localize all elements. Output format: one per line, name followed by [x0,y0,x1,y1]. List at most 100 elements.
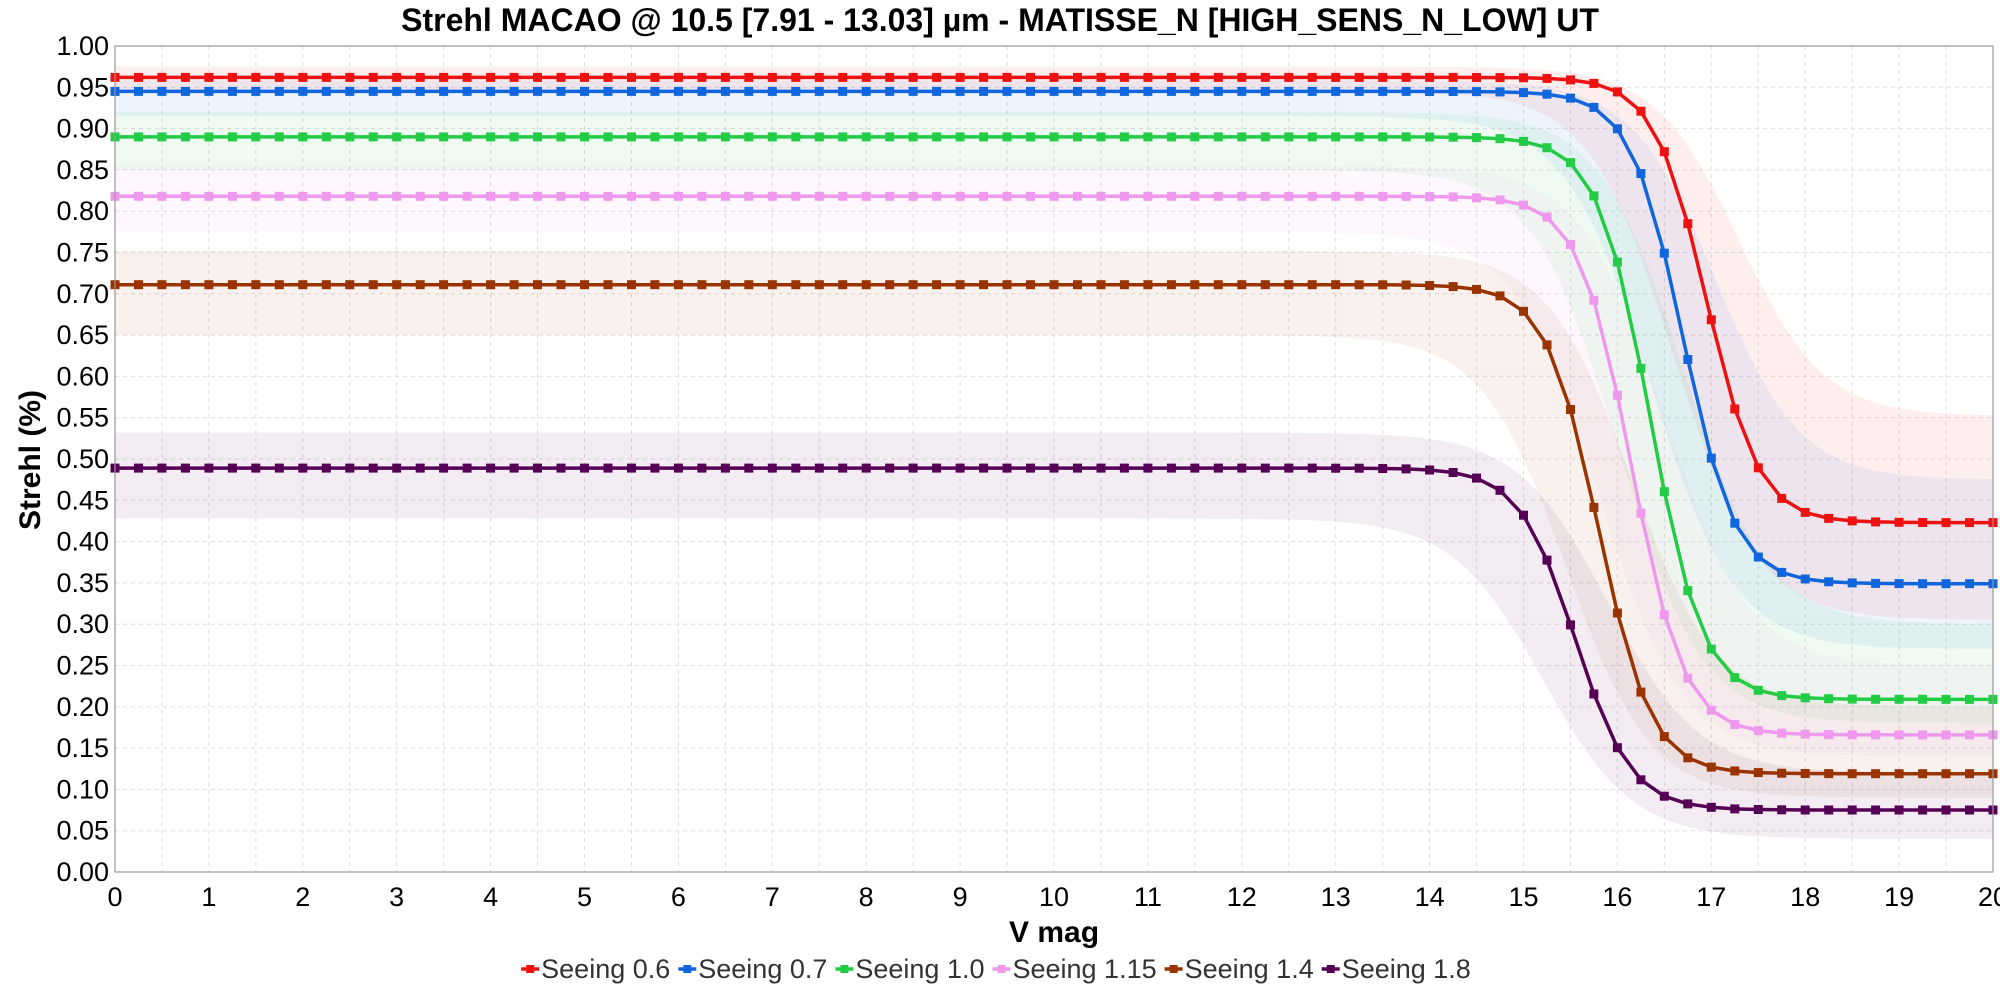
data-point [979,86,989,96]
data-point [767,191,777,201]
legend-item[interactable]: Seeing 1.8 [1321,954,1471,984]
data-point [1847,578,1857,588]
data-point [1354,463,1364,473]
data-point [955,132,965,142]
data-point [345,463,355,473]
data-point [1753,685,1763,695]
y-axis-label: Strehl (%) [14,390,47,530]
series-group [110,280,1998,779]
data-point [1472,473,1481,483]
data-point [1871,730,1881,740]
data-point [1683,586,1693,596]
data-point [439,72,449,82]
data-point [1566,620,1575,630]
data-point [462,191,472,201]
data-point [814,86,824,96]
data-point [251,463,261,473]
data-point [1566,75,1575,85]
data-point [955,463,965,473]
data-point [1448,192,1458,202]
data-point [1777,493,1787,503]
data-point [1495,195,1505,205]
legend[interactable]: Seeing 0.6 Seeing 0.7 Seeing 1.0 Seeing 1.1… [521,954,1471,984]
legend-item[interactable]: Seeing 1.4 [1164,954,1314,984]
data-point [1659,791,1669,801]
data-point [1941,694,1951,704]
data-point [1612,390,1622,400]
data-point [1002,72,1012,82]
data-point [1542,143,1552,153]
data-point [1425,192,1435,202]
uncertainty-band [115,112,1993,724]
x-tick-label: 14 [1415,882,1445,912]
data-point [1706,802,1716,812]
data-point [368,280,378,290]
data-point [1659,147,1669,157]
y-tick-label: 0.65 [56,320,109,350]
data-point [134,280,143,290]
legend-item[interactable]: Seeing 1.15 [992,954,1157,984]
data-point [1472,284,1481,294]
data-point [1166,132,1176,142]
data-point [979,191,989,201]
y-tick-label: 0.50 [56,444,109,474]
data-point [157,132,167,142]
data-point [1542,212,1552,222]
data-point [1589,689,1599,699]
x-tick-label: 13 [1321,882,1351,912]
data-point [134,191,143,201]
data-point [134,463,143,473]
data-point [204,191,214,201]
data-point [1683,355,1693,364]
data-point [1096,86,1106,96]
data-point [1213,132,1223,142]
data-point [650,72,660,82]
data-point [368,86,378,96]
data-point [227,132,237,142]
y-tick-label: 0.80 [56,196,109,226]
data-point [720,72,730,82]
data-point [1119,132,1129,142]
data-point [556,72,566,82]
data-point [1753,552,1763,562]
data-point [1049,280,1059,290]
data-point [1166,280,1176,290]
legend-item[interactable]: Seeing 0.6 [521,954,670,984]
data-point [1260,280,1270,290]
data-point [1730,720,1740,729]
data-point [157,280,167,290]
data-point [1800,805,1810,815]
data-point [1425,132,1435,142]
data-point [1683,673,1693,683]
data-point [1190,132,1200,142]
data-point [392,72,402,82]
data-point [1026,463,1035,473]
data-point [580,280,589,290]
data-point [1026,132,1035,142]
data-point [1026,191,1035,201]
data-point [673,191,683,201]
data-point [861,191,871,201]
data-point [1213,463,1223,473]
data-point [1519,88,1528,98]
y-tick-label: 0.85 [56,155,109,185]
data-point [180,86,190,96]
data-point [556,86,566,96]
data-point [720,280,730,290]
data-point [744,86,754,96]
data-point [1331,72,1341,82]
data-point [1237,280,1247,290]
data-point [1683,219,1693,229]
data-point [1448,132,1458,142]
data-point [767,72,777,82]
data-point [227,280,237,290]
legend-item[interactable]: Seeing 1.0 [835,954,984,984]
data-point [1284,132,1294,142]
data-point [673,463,683,473]
data-point [1260,132,1270,142]
data-point [1073,463,1082,473]
legend-label: Seeing 0.6 [541,954,670,984]
data-point [1495,87,1505,97]
legend-item[interactable]: Seeing 0.7 [678,954,827,984]
y-tick-label: 0.15 [56,733,109,763]
